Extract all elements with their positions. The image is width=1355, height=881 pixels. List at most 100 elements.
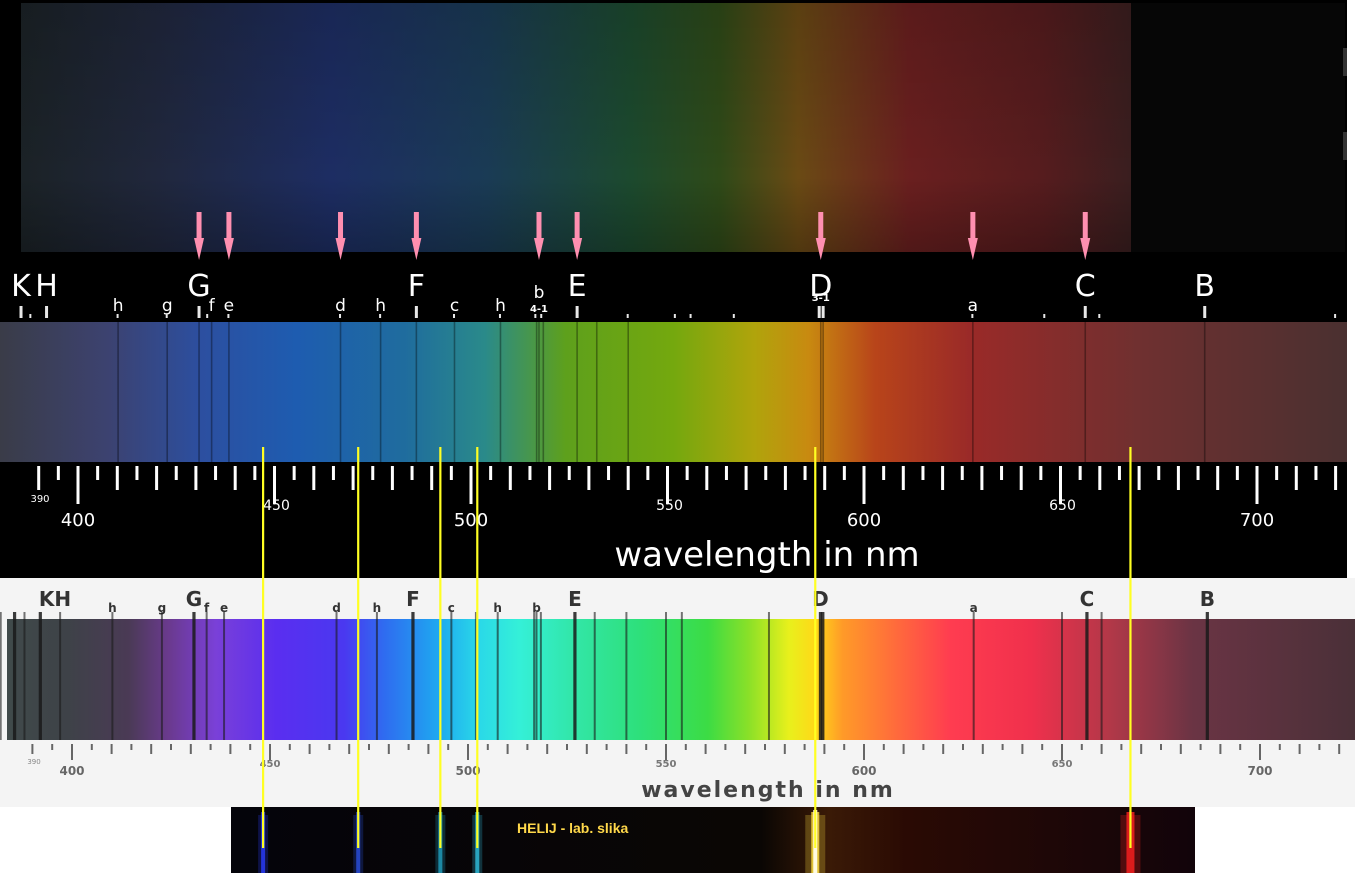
scale-tick (803, 466, 807, 480)
label-tick (452, 314, 455, 318)
scale-tick (1298, 744, 1301, 754)
label-tick (29, 314, 32, 318)
scale-tick (1160, 744, 1162, 750)
scale-label-major: 600 (847, 510, 881, 531)
arrow-marker (1080, 212, 1091, 260)
absorption-line (474, 612, 477, 740)
scale-tick (764, 466, 768, 480)
fraunhofer-label: g (162, 296, 173, 316)
scale-tick (312, 466, 316, 490)
scale-tick (1001, 744, 1004, 750)
scale-tick (90, 744, 93, 750)
absorption-line (822, 322, 824, 462)
scale-tick (292, 466, 296, 480)
scale-tick (31, 744, 34, 754)
absorption-line (160, 612, 163, 740)
absorption-line (379, 322, 382, 462)
scale-tick (922, 744, 925, 750)
scale-tick (1019, 466, 1023, 490)
label-tick (1203, 306, 1207, 318)
fraunhofer-label: h (375, 296, 386, 316)
fraunhofer-label: E (568, 587, 582, 611)
absorption-line (573, 612, 577, 740)
scale-tick (902, 744, 905, 754)
fraunhofer-label: h (108, 601, 117, 615)
scale-label-major: 700 (1247, 764, 1272, 778)
scale-tick (427, 744, 430, 754)
absorption-line (665, 612, 667, 740)
scale-tick (1338, 744, 1341, 754)
scale-tick (941, 466, 945, 490)
absorption-line (1085, 612, 1089, 740)
scale-tick (1098, 466, 1102, 490)
scale-tick (724, 744, 727, 750)
label-tick (673, 314, 676, 318)
scale-tick (566, 744, 568, 750)
absorption-line (23, 612, 26, 740)
scale-tick (288, 744, 291, 750)
scale-tick (194, 466, 198, 490)
scale-tick (390, 466, 394, 490)
scale-tick (273, 466, 276, 504)
absorption-line (0, 612, 2, 740)
fraunhofer-label: B (1200, 587, 1215, 611)
scale-tick (1100, 744, 1103, 754)
fraunhofer-label: f (204, 601, 210, 615)
label-tick (45, 306, 49, 318)
fraunhofer-label: h (113, 296, 124, 316)
scale-tick (882, 466, 886, 480)
scale-tick (1039, 466, 1043, 480)
absorption-line (819, 322, 822, 462)
scale-tick (605, 744, 608, 750)
scale-tick (1275, 466, 1279, 480)
label-tick (817, 306, 821, 318)
scale-tick (1294, 466, 1298, 490)
label-tick (626, 314, 629, 318)
fraunhofer-label: 4-1 (530, 304, 548, 315)
scale-label-minor: 650 (1049, 498, 1076, 514)
scale-tick (921, 466, 925, 480)
helium-caption: HELIJ - lab. slika (517, 820, 628, 836)
label-tick (116, 314, 119, 318)
scale-tick (1140, 744, 1143, 754)
fraunhofer-label: E (568, 269, 587, 304)
helium-panel-white-right (1195, 807, 1355, 881)
scale-tick (528, 466, 532, 480)
arrow-marker (223, 212, 234, 260)
absorption-line (972, 322, 974, 462)
scale-tick (863, 744, 865, 760)
absorption-line (339, 322, 342, 462)
absorption-line (1084, 322, 1087, 462)
scale-tick (1080, 744, 1083, 750)
fraunhofer-label: C (1075, 269, 1096, 304)
scale-tick (1021, 744, 1024, 754)
scale-tick (328, 744, 331, 750)
top-fraunhofer-labels: K Hh gGf e d h Fc h b4-1 E D3-1 a C B (11, 269, 1215, 316)
fraunhofer-label: G (187, 269, 210, 304)
scale-tick (467, 744, 469, 760)
scale-tick (71, 744, 73, 760)
scale-tick (1157, 466, 1161, 480)
scale-tick (469, 466, 473, 504)
scale-label-390: 390 (27, 758, 40, 766)
scale-tick (1235, 466, 1239, 480)
solar-spectrum-band (0, 322, 1347, 462)
scale-tick (56, 466, 60, 480)
absorption-line (228, 322, 230, 462)
scale-tick (506, 744, 509, 754)
scale-tick (645, 744, 648, 750)
scale-tick (705, 466, 709, 490)
absorption-line (627, 322, 629, 462)
scale-tick (1000, 466, 1004, 480)
fraunhofer-label: F (408, 269, 425, 304)
fraunhofer-label: d (332, 601, 341, 615)
scale-tick (486, 744, 489, 750)
scale-tick (449, 466, 453, 480)
top-right-dark-block (1131, 3, 1345, 252)
scale-tick (842, 466, 846, 480)
rainbow-absorption-lines (0, 612, 1209, 740)
label-tick (227, 314, 230, 318)
scale-tick (567, 466, 571, 480)
scale-tick (1176, 466, 1180, 490)
scale-tick (1041, 744, 1044, 750)
